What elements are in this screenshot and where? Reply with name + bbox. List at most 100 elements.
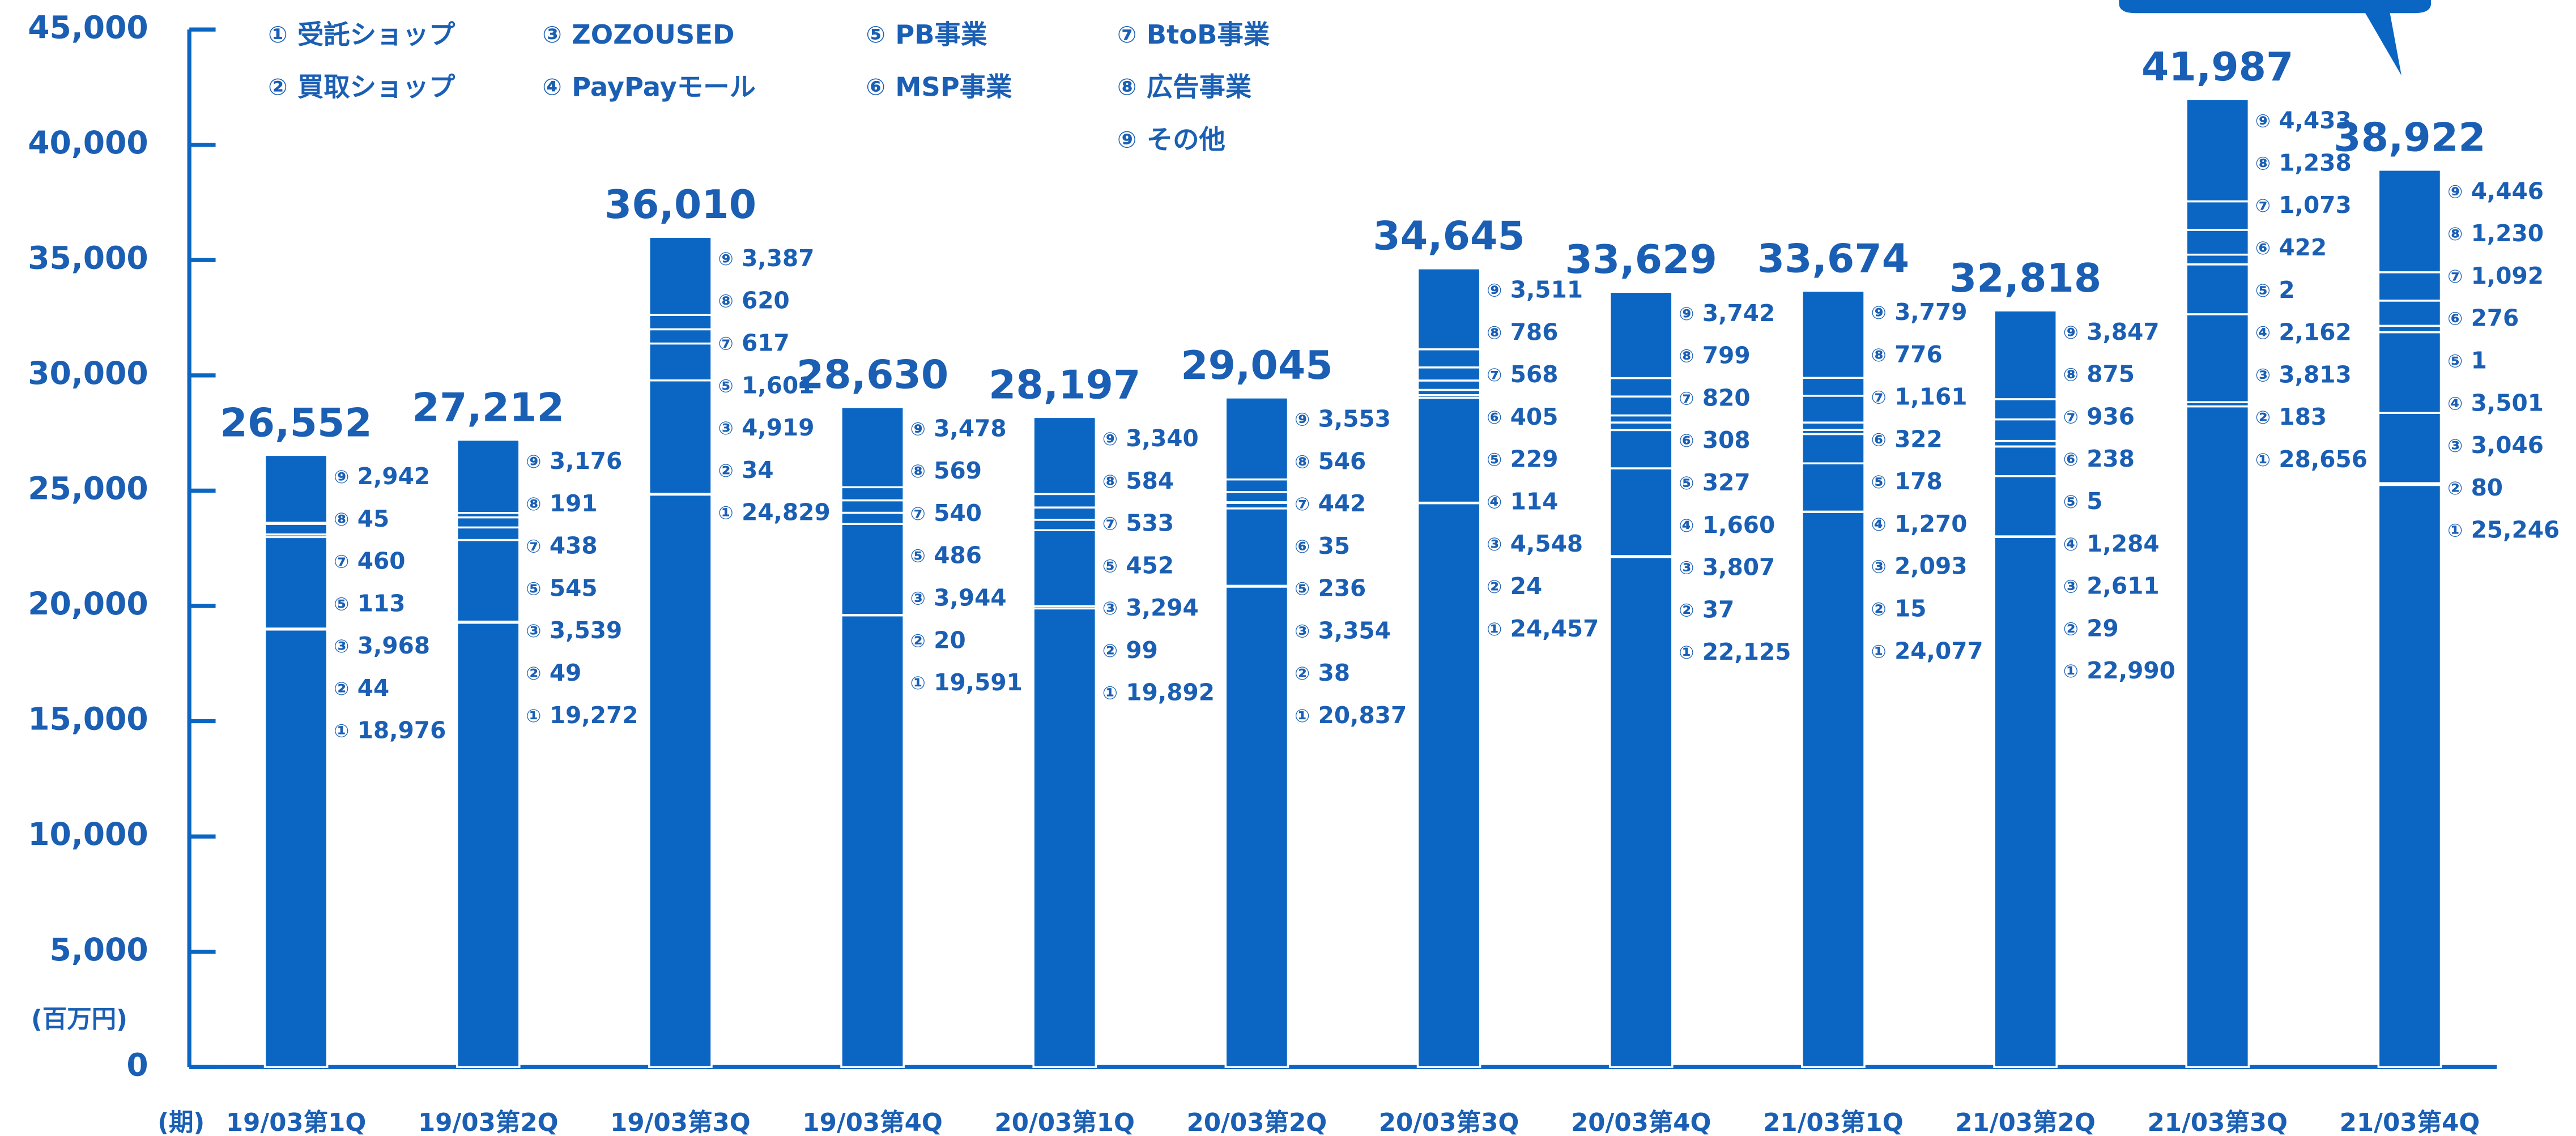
segment-symbol: ① <box>910 672 926 694</box>
segment-symbol: ③ <box>1487 533 1502 555</box>
segment-symbol: ③ <box>2255 364 2271 386</box>
y-tick-label: 45,000 <box>28 9 148 45</box>
bar-segment <box>2185 263 2250 315</box>
bar-segment <box>1032 529 1097 608</box>
y-tick-label: 20,000 <box>28 586 148 622</box>
legend-symbol: ③ <box>542 21 561 48</box>
segment-label: ① 22,990 <box>2063 657 2175 684</box>
x-tick-label: 20/03第2Q <box>1187 1109 1327 1136</box>
segment-value: 20,837 <box>1318 702 1407 729</box>
segment-value: 786 <box>1510 318 1559 345</box>
segment-value: 238 <box>2087 445 2135 472</box>
segment-value: 405 <box>1510 403 1559 430</box>
segment-label: ⑧ 546 <box>1295 447 1366 475</box>
bar-segment <box>1801 377 1866 397</box>
segment-value: 1,092 <box>2471 262 2544 289</box>
segment-symbol: ⑨ <box>2447 181 2463 202</box>
legend-entry: ① 受託ショップ <box>268 19 455 49</box>
bar-segment <box>1993 309 2058 400</box>
segment-symbol: ⑦ <box>2447 266 2463 287</box>
bar-segment <box>1801 289 1866 379</box>
segment-label: ⑤ 113 <box>334 590 405 617</box>
segment-symbol: ⑨ <box>2255 110 2271 132</box>
segment-symbol: ⑨ <box>526 451 541 472</box>
bar-segment <box>1416 502 1481 1068</box>
total-label: 27,212 <box>412 385 564 430</box>
segment-symbol: ⑧ <box>2255 152 2271 174</box>
segment-label: ⑨ 3,387 <box>718 245 815 272</box>
legend-name: MSP事業 <box>895 71 1012 102</box>
bar-segment <box>263 628 329 1068</box>
segment-value: 20 <box>934 626 965 654</box>
segment-label: ⑨ 3,779 <box>1871 298 1968 326</box>
legend-symbol: ⑨ <box>1117 126 1136 153</box>
segment-label: ③ 3,539 <box>526 617 622 644</box>
segment-label: ② 38 <box>1295 659 1350 686</box>
total-label: 29,045 <box>1181 343 1332 388</box>
segment-symbol: ③ <box>1295 620 1310 642</box>
segment-value: 19,272 <box>550 702 638 729</box>
segment-label: ⑧ 620 <box>718 287 790 314</box>
bar-segment <box>2185 229 2250 256</box>
segment-value: 229 <box>1510 446 1559 473</box>
bar-segment <box>1416 267 1481 351</box>
segment-value: 4,446 <box>2471 177 2544 204</box>
segment-symbol: ① <box>718 502 734 524</box>
segment-symbol: ③ <box>2063 576 2079 597</box>
segment-label: ① 24,457 <box>1487 615 1599 642</box>
segment-value: 776 <box>1894 341 1943 368</box>
segment-value: 2,611 <box>2087 573 2159 600</box>
bar-segment <box>648 314 713 331</box>
segment-value: 49 <box>550 659 581 686</box>
segment-value: 3,501 <box>2471 389 2544 416</box>
bar-segment <box>455 516 521 529</box>
segment-symbol: ⑨ <box>1102 428 1118 450</box>
segment-symbol: ② <box>1295 663 1310 684</box>
segment-symbol: ⑦ <box>910 503 926 524</box>
segment-symbol: ⑧ <box>1871 344 1887 366</box>
segment-label: ⑨ 4,433 <box>2255 107 2352 134</box>
segment-label: ④ 1,270 <box>1871 510 1968 537</box>
segment-value: 45 <box>357 505 389 532</box>
segment-symbol: ⑦ <box>1871 387 1887 408</box>
segment-symbol: ⑧ <box>2063 364 2079 386</box>
segment-symbol: ⑨ <box>1679 303 1694 324</box>
total-label: 26,552 <box>220 400 372 446</box>
x-tick-label: 19/03第2Q <box>418 1109 559 1136</box>
segment-value: 5 <box>2087 488 2102 515</box>
segment-symbol: ⑤ <box>526 578 541 599</box>
segment-label: ① 24,077 <box>1871 637 1983 664</box>
segment-label: ⑨ 3,742 <box>1679 300 1775 327</box>
segment-value: 19,591 <box>934 669 1023 696</box>
x-tick-label: 20/03第1Q <box>994 1109 1135 1136</box>
bar-segment <box>263 536 329 630</box>
total-label: 34,645 <box>1373 213 1525 259</box>
bar-segment <box>1993 418 2058 442</box>
segment-symbol: ⑤ <box>2447 351 2463 372</box>
segment-label: ④ 2,162 <box>2255 319 2352 346</box>
segment-label: ④ 1,660 <box>1679 511 1775 539</box>
bar-segment <box>2185 313 2250 403</box>
segment-label: ⑧ 1,230 <box>2447 220 2544 247</box>
segment-value: 1,161 <box>1894 383 1967 411</box>
segment-symbol: ② <box>1679 599 1694 621</box>
segment-symbol: ③ <box>2447 435 2463 456</box>
bar-segment <box>1032 519 1097 531</box>
bar-segment <box>648 328 713 345</box>
x-tick-label: 20/03第4Q <box>1571 1109 1711 1136</box>
segment-symbol: ⑧ <box>1295 451 1310 472</box>
segment-symbol: ② <box>2255 407 2271 428</box>
bar-segment <box>648 236 713 316</box>
bar-segment <box>1608 414 1674 424</box>
bar-segment <box>455 526 521 541</box>
bar-segment <box>1032 607 1097 1068</box>
segment-value: 29 <box>2087 614 2118 642</box>
y-tick-label: 0 <box>126 1047 148 1083</box>
total-label: 32,818 <box>1949 255 2101 301</box>
segment-symbol: ⑤ <box>1487 449 1502 471</box>
bar-segment <box>1608 291 1674 379</box>
segment-value: 3,294 <box>1126 594 1198 621</box>
segment-symbol: ⑦ <box>526 536 541 557</box>
